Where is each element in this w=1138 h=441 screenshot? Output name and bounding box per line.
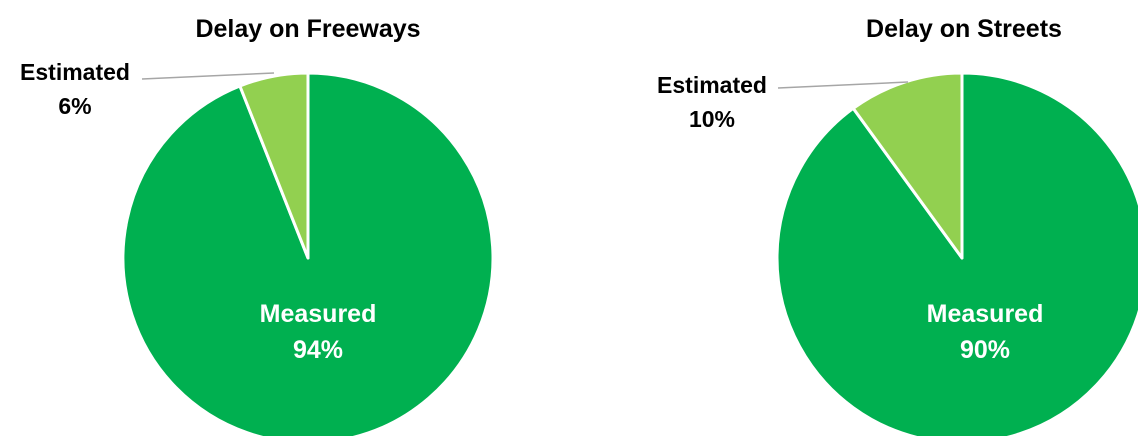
pie-slices xyxy=(121,71,495,441)
pie-slice-measured xyxy=(775,71,1138,441)
leader-line xyxy=(141,72,275,80)
slice-label-measured: Measured xyxy=(260,300,377,328)
slice-label-measured: Measured xyxy=(927,300,1044,328)
chart-title: Delay on Freeways xyxy=(195,15,420,43)
chart-title: Delay on Streets xyxy=(866,15,1062,43)
slice-value-measured: 90% xyxy=(960,336,1010,364)
pie-slices xyxy=(775,71,1138,441)
pie-chart-freeways: Delay on Freeways Estimated 6% Measured … xyxy=(20,15,495,441)
slice-label-estimated: Estimated xyxy=(657,72,767,98)
slice-value-measured: 94% xyxy=(293,336,343,364)
pie-slice-estimated xyxy=(238,71,310,260)
slice-label-estimated: Estimated xyxy=(20,59,130,85)
leader-line xyxy=(777,81,909,89)
slice-value-estimated: 6% xyxy=(58,93,91,119)
pie-chart-streets: Delay on Streets Estimated 10% Measured … xyxy=(657,15,1138,441)
slice-value-estimated: 10% xyxy=(689,106,735,132)
